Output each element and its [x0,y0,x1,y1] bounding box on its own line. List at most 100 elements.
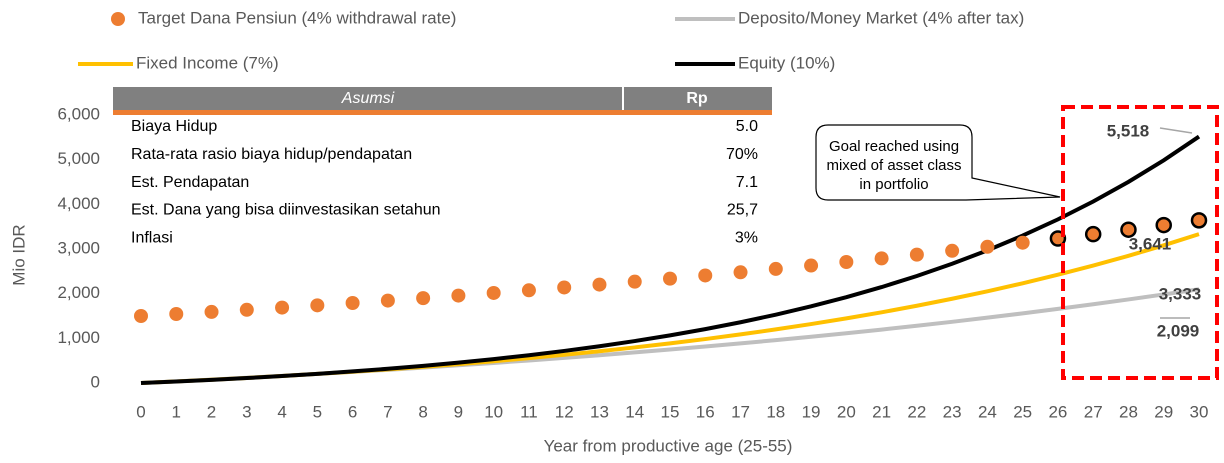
x-tick-label: 20 [837,402,856,421]
x-tick-label: 16 [696,402,715,421]
series-dot [874,251,889,266]
series-dot [768,261,783,276]
table-cell: Inflasi [131,229,173,246]
x-tick-label: 17 [731,402,750,421]
series-dot [275,300,290,315]
series-dot [945,243,960,258]
callout-text: Goal reached using [829,138,959,155]
series-dot [698,268,713,283]
series-dot [204,304,219,319]
x-tick-label: 14 [625,402,644,421]
series-dot [239,302,254,317]
data-label: 2,099 [1157,321,1200,340]
table-cell: Rata-rata rasio biaya hidup/pendapatan [131,146,412,163]
table-cell: Est. Pendapatan [131,174,249,191]
series-dot [1120,221,1137,238]
series-dot [627,274,642,289]
series-dot [804,258,819,273]
table-cell: Biaya Hidup [131,118,217,135]
y-tick-label: 2,000 [57,283,100,302]
y-axis-title: Mio IDR [9,224,28,285]
series-dot [663,271,677,286]
series-dot [380,293,395,308]
series-dot [486,285,501,300]
y-tick-label: 6,000 [57,104,100,123]
x-tick-label: 5 [313,402,322,421]
x-tick-label: 18 [766,402,785,421]
callout-text: mixed of asset class [826,157,961,174]
table-cell: 70% [726,146,758,163]
x-tick-label: 6 [348,402,357,421]
x-tick-label: 2 [207,402,216,421]
table-header-bar [113,110,772,115]
table-cell: 3% [735,229,758,246]
leader-line [1159,127,1193,134]
table-cell: 25,7 [727,202,758,219]
table-header: Rp [686,90,708,107]
x-tick-label: 12 [555,402,574,421]
legend-label: Target Dana Pensiun (4% withdrawal rate) [138,8,456,27]
x-tick-label: 26 [1048,402,1067,421]
series-dot [451,288,466,303]
x-tick-label: 28 [1119,402,1138,421]
series-dot [1084,225,1102,243]
series-dot [980,239,995,254]
table-header: Asumsi [341,90,395,107]
x-axis-title: Year from productive age (25-55) [544,436,793,455]
table-cell: 7.1 [736,174,758,191]
y-tick-label: 1,000 [57,328,100,347]
table-cell: 5.0 [736,118,758,135]
legend-label: Equity (10%) [738,53,835,72]
x-tick-label: 4 [277,402,286,421]
y-tick-label: 5,000 [57,149,100,168]
series-dot [169,306,184,321]
table-header-bg [113,87,772,110]
y-tick-label: 4,000 [57,194,100,213]
series-dot [1190,212,1208,229]
y-tick-label: 0 [91,372,100,391]
legend-label: Deposito/Money Market (4% after tax) [738,8,1024,27]
x-tick-label: 22 [907,402,926,421]
series-dot [733,265,748,280]
series-dot [557,280,572,295]
x-tick-label: 7 [383,402,392,421]
x-tick-label: 11 [520,402,538,421]
series-dot [521,283,536,298]
series-line [140,232,1200,385]
callout-text: in portfolio [859,176,928,193]
x-tick-label: 10 [484,402,503,421]
callout-box [815,124,1061,201]
legend-label: Fixed Income (7%) [136,53,279,72]
series-line [140,134,1201,385]
x-tick-label: 24 [978,402,997,421]
series-dot [1015,235,1030,250]
x-tick-label: 8 [418,402,427,421]
x-tick-label: 23 [943,402,962,421]
x-tick-label: 15 [661,402,680,421]
x-tick-label: 9 [454,402,463,421]
highlight-box [1061,105,1219,380]
x-tick-label: 3 [242,402,251,421]
x-tick-label: 21 [872,402,891,421]
data-label: 5,518 [1107,121,1150,140]
series-dot [134,309,148,323]
data-label: 3,641 [1129,234,1172,253]
series-dot [909,247,924,262]
x-tick-label: 27 [1084,402,1103,421]
x-tick-label: 1 [172,402,181,421]
table-cell: Est. Dana yang bisa diinvestasikan setah… [131,202,441,219]
series-dot [839,254,854,269]
series-dot [345,296,360,311]
series-dot [310,298,325,313]
x-tick-label: 25 [1013,402,1032,421]
series-dot [592,277,607,292]
series-dot [1155,216,1172,234]
legend-marker [111,12,125,26]
x-tick-label: 13 [590,402,609,421]
y-tick-label: 3,000 [57,238,100,257]
x-tick-label: 19 [802,402,821,421]
series-dot [416,291,431,306]
x-tick-label: 29 [1154,402,1173,421]
x-tick-label: 0 [136,402,145,421]
